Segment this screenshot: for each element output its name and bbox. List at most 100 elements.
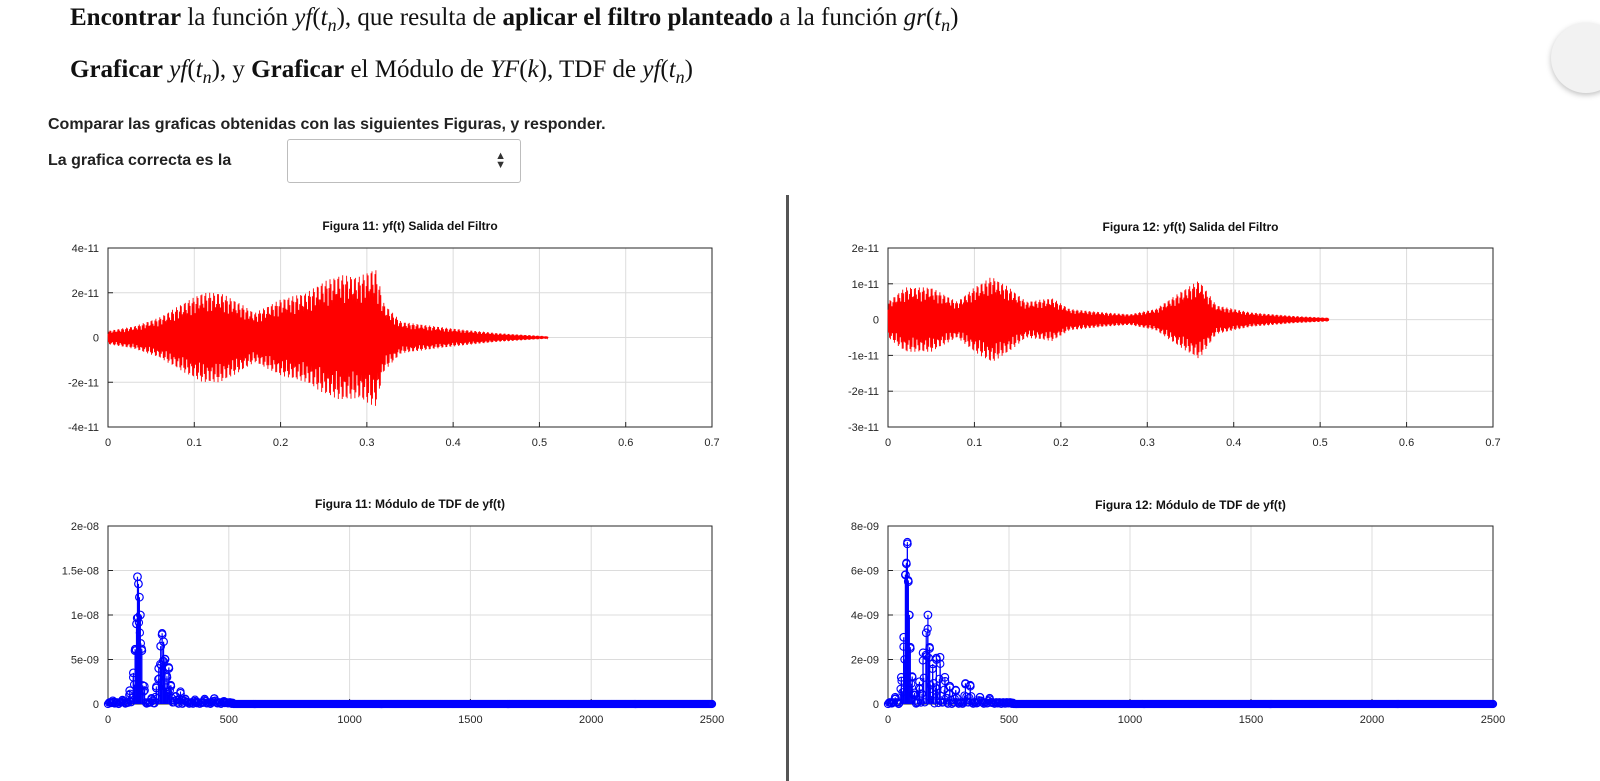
text-fragment: (: [312, 4, 321, 31]
peak-marker: [935, 652, 945, 662]
y-tick-label: 2e-11: [852, 243, 879, 255]
stem-series: [103, 572, 717, 709]
text-fragment: ), y: [211, 56, 252, 83]
math-t: t: [195, 56, 203, 83]
text-fragment: ): [950, 4, 959, 31]
x-tick-label: 0.5: [1312, 437, 1327, 449]
chart-fig11-spectrum: 0 500 1000 1500 2000 2500 2e-08 1.5e-08 1e-08 5e-…: [62, 497, 725, 726]
x-tick-label: 0.6: [1399, 437, 1414, 449]
compare-instruction: Comparar las graficas obtenidas con las …: [48, 116, 606, 133]
answer-select[interactable]: ▲ ▼: [287, 139, 521, 183]
peak-marker: [975, 692, 985, 702]
y-tick-label: 4e-11: [72, 243, 99, 255]
y-tick-label: 2e-08: [71, 521, 99, 533]
x-tick-label: 500: [1000, 714, 1018, 726]
math-t: t: [668, 56, 676, 83]
x-tick-label: 1500: [1239, 714, 1263, 726]
peak-marker: [940, 672, 950, 682]
peak-marker: [923, 610, 933, 620]
chart-fig11-time: 0 0.1 0.2 0.3 0.4 0.5 0.6 0.7 4e-11 2e-11 0 -2e-11 -…: [68, 219, 720, 449]
plot-keyword: Graficar: [70, 56, 164, 83]
text-fragment: (: [660, 56, 669, 83]
x-tick-label: 0.3: [359, 437, 374, 449]
peak-marker: [164, 664, 174, 673]
peak-marker: [190, 696, 200, 706]
math-yf: yf: [294, 4, 313, 31]
chart-title: Figura 11: Módulo de TDF de yf(t): [315, 497, 505, 511]
question-line-plot: Graficar yf(tn), y Graficar el Módulo de…: [70, 56, 693, 88]
y-tick-label: 2e-09: [851, 655, 879, 667]
peak-marker: [162, 672, 172, 682]
math-sub-n: n: [941, 15, 951, 35]
x-tick-label: 1000: [1118, 714, 1142, 726]
text-fragment: a la función: [773, 4, 904, 31]
x-tick-label: 2500: [1481, 714, 1505, 726]
text-fragment: ): [684, 56, 693, 83]
x-tick-label: 0.1: [967, 437, 982, 449]
text-fragment: (: [187, 56, 196, 83]
math-t: t: [934, 4, 942, 31]
text-fragment: el Módulo de: [344, 56, 491, 83]
x-tick-label: 0: [885, 714, 891, 726]
peak-marker: [945, 681, 955, 691]
x-tick-label: 2500: [700, 714, 724, 726]
math-yf: yf: [642, 56, 661, 83]
plot-frame: [887, 247, 1494, 428]
peak-marker: [951, 686, 961, 696]
peak-marker: [965, 681, 975, 691]
peak-marker: [905, 643, 915, 653]
peak-marker: [137, 646, 147, 655]
x-tick-label: 0.3: [1140, 437, 1155, 449]
peak-marker: [166, 681, 176, 691]
math-t: t: [320, 4, 328, 31]
chart-title: Figura 12: yf(t) Salida del Filtro: [1102, 220, 1278, 234]
chart-title: Figura 12: Módulo de TDF de yf(t): [1095, 498, 1286, 512]
math-sub-n: n: [675, 67, 685, 87]
math-sub-n: n: [327, 15, 337, 35]
question-line-find: Encontrar la función yf(tn), que resulta…: [70, 4, 958, 36]
peak-marker: [904, 610, 914, 620]
x-tick-label: 0.6: [618, 437, 633, 449]
peak-marker: [961, 679, 970, 689]
y-tick-label: 0: [873, 315, 879, 327]
chart-fig12-time: 0 0.1 0.2 0.3 0.4 0.5 0.6 0.7 2e-11 1e-11 0 -1e-11 -…: [848, 220, 1501, 449]
text-fragment: ), TDF de: [538, 56, 643, 83]
chart-fig12-spectrum: 0 500 1000 1500 2000 2500 8e-09 6e-09 4e-09 2e-09…: [851, 498, 1505, 726]
x-tick-label: 0.5: [532, 437, 547, 449]
peak-marker: [118, 696, 127, 705]
peak-marker: [159, 637, 168, 647]
peak-marker: [139, 681, 149, 691]
peak-marker: [890, 692, 900, 702]
apply-filter-phrase: aplicar el filtro planteado: [502, 4, 774, 31]
figure-divider: [786, 195, 789, 781]
side-scroll-button[interactable]: [1551, 23, 1600, 93]
peak-marker: [134, 579, 143, 589]
x-tick-label: 2000: [579, 714, 603, 726]
peak-marker: [160, 655, 170, 664]
x-tick-label: 0: [885, 437, 891, 449]
y-tick-label: 4e-09: [851, 610, 879, 622]
x-tick-label: 0.2: [273, 437, 288, 449]
text-fragment: la función: [181, 4, 295, 31]
peak-marker: [209, 694, 219, 704]
y-tick-label: 5e-09: [71, 655, 99, 667]
peak-marker: [156, 641, 166, 651]
peak-marker: [135, 610, 145, 620]
y-tick-label: 1e-11: [852, 279, 879, 291]
x-tick-label: 0.4: [445, 437, 460, 449]
y-tick-label: -2e-11: [848, 386, 879, 398]
y-tick-label: 0: [93, 699, 99, 711]
peak-marker: [902, 539, 912, 549]
peak-marker: [176, 688, 185, 698]
stem-marker: [707, 699, 717, 709]
peak-marker: [200, 696, 210, 705]
x-tick-label: 0.1: [187, 437, 202, 449]
peak-marker: [910, 688, 920, 698]
stem-marker: [889, 698, 898, 707]
peak-marker: [180, 695, 190, 704]
math-k: k: [527, 56, 539, 83]
x-tick-label: 0.4: [1226, 437, 1241, 449]
y-tick-label: -1e-11: [848, 350, 879, 362]
stem-marker: [1488, 699, 1498, 709]
text-fragment: (: [925, 4, 935, 31]
